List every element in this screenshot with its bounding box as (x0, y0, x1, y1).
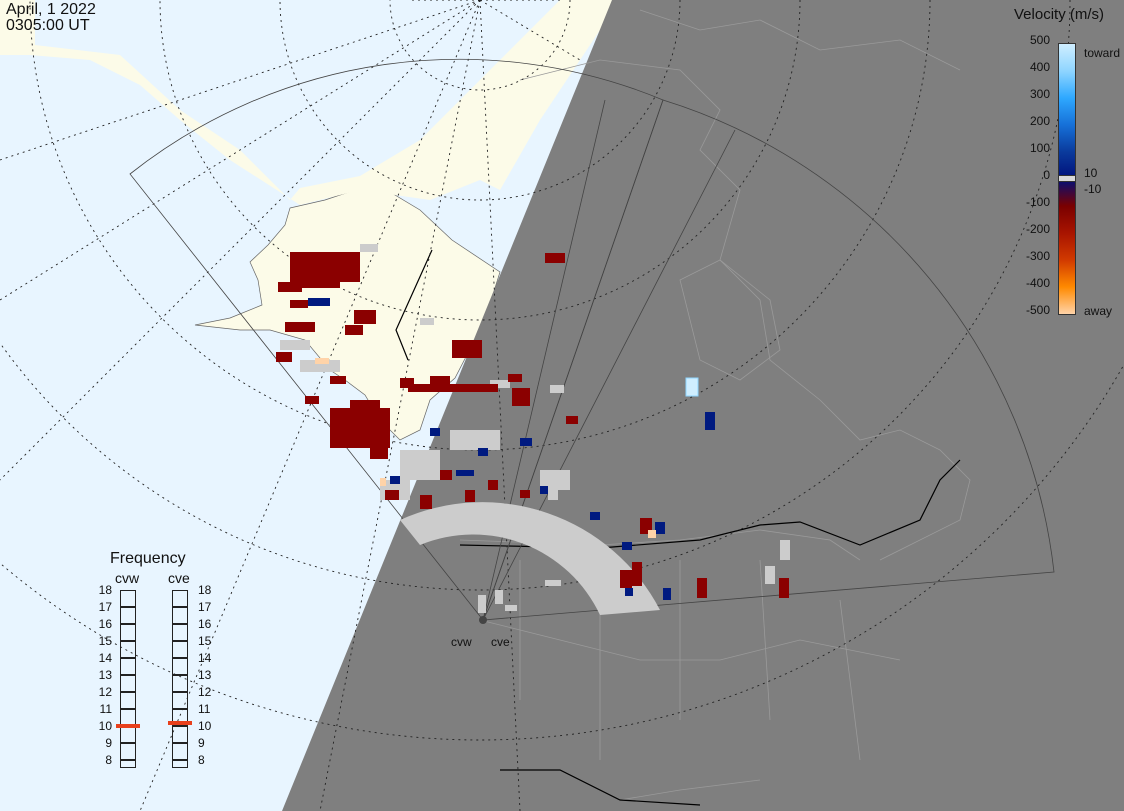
freq-cell (120, 692, 136, 709)
freq-cell (120, 760, 136, 768)
time-label: 0305:00 UT (6, 17, 90, 34)
freq-tick-left: 9 (105, 736, 112, 750)
velocity-tick: 300 (1029, 87, 1050, 101)
site-label-cvw: cvw (451, 635, 472, 649)
velocity-tick: -100 (1025, 195, 1050, 209)
velocity-tick: -500 (1025, 303, 1050, 317)
freq-cell (172, 692, 188, 709)
frequency-indicator (116, 724, 140, 728)
arctic-coast (0, 0, 620, 205)
freq-tick-right: 17 (198, 600, 212, 614)
freq-cell (172, 709, 188, 726)
freq-tick-left: 8 (105, 753, 112, 767)
freq-tick-left: 18 (98, 583, 112, 597)
freq-tick-left: 14 (98, 651, 112, 665)
freq-cell (172, 675, 188, 692)
frequency-indicator (168, 720, 192, 725)
freq-tick-right: 10 (198, 719, 212, 733)
site-label-cve: cve (491, 635, 510, 649)
velocity-legend-title: Velocity (m/s) (1014, 6, 1105, 23)
freq-tick-right: 11 (198, 702, 211, 716)
zero-band (1059, 175, 1075, 182)
freq-tick-right: 15 (198, 634, 212, 648)
freq-tick-right: 16 (198, 617, 212, 631)
velocity-tick: 0 (1043, 168, 1050, 182)
freq-cell (172, 760, 188, 768)
away-label: away (1084, 304, 1113, 318)
freq-cell (120, 675, 136, 692)
alaska-landmass (194, 185, 501, 441)
freq-tick-right: 14 (198, 651, 212, 665)
freq-tick-right: 12 (198, 685, 212, 699)
freq-cell (172, 590, 188, 607)
velocity-colorbar (1058, 43, 1076, 315)
velocity-tick: -300 (1025, 249, 1050, 263)
radar-label-cve: cve (168, 570, 190, 586)
neg-threshold-label: -10 (1084, 182, 1102, 196)
night-region (282, 0, 1124, 811)
freq-tick-right: 8 (198, 753, 205, 767)
freq-tick-left: 11 (99, 702, 112, 716)
freq-cell (172, 607, 188, 624)
freq-cell (172, 641, 188, 658)
cve-fov (482, 99, 1055, 621)
freq-cell (172, 658, 188, 675)
velocity-tick: -200 (1025, 222, 1050, 236)
freq-cell (120, 624, 136, 641)
freq-cell (172, 726, 188, 743)
freq-tick-right: 18 (198, 583, 212, 597)
pos-threshold-label: 10 (1084, 166, 1098, 180)
velocity-tick: -400 (1025, 276, 1050, 290)
freq-tick-right: 9 (198, 736, 205, 750)
freq-cell (120, 658, 136, 675)
velocity-tick: 200 (1029, 114, 1050, 128)
freq-tick-left: 13 (98, 668, 112, 682)
freq-cell (120, 743, 136, 760)
freq-cell (120, 641, 136, 658)
freq-cell (120, 607, 136, 624)
radar-label-cvw: cvw (115, 570, 140, 586)
velocity-tick: 400 (1029, 60, 1050, 74)
freq-tick-left: 16 (98, 617, 112, 631)
freq-tick-left: 17 (98, 600, 112, 614)
freq-tick-left: 15 (98, 634, 112, 648)
velocity-tick: 500 (1029, 33, 1050, 47)
toward-label: toward (1084, 46, 1121, 60)
cvw-fov (129, 58, 664, 621)
radar-site-marker (479, 616, 487, 624)
freq-cell (172, 743, 188, 760)
freq-cell (120, 726, 136, 743)
freq-tick-right: 13 (198, 668, 212, 682)
freq-tick-left: 12 (98, 685, 112, 699)
freq-cell (172, 624, 188, 641)
date-label: April, 1 2022 (6, 1, 96, 18)
freq-cell (120, 590, 136, 607)
velocity-tick: 100 (1029, 141, 1050, 155)
freq-tick-left: 10 (98, 719, 112, 733)
frequency-title: Frequency (110, 550, 186, 567)
